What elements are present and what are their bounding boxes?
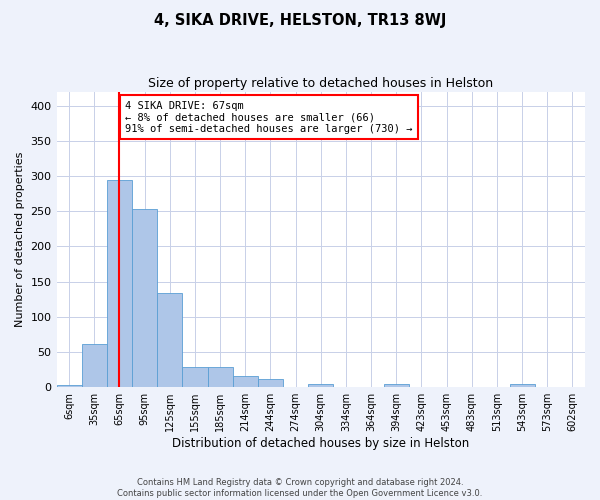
- Bar: [132, 209, 157, 387]
- Bar: [308, 384, 334, 387]
- Text: Contains HM Land Registry data © Crown copyright and database right 2024.
Contai: Contains HM Land Registry data © Crown c…: [118, 478, 482, 498]
- Bar: [258, 380, 283, 387]
- Bar: [107, 180, 132, 387]
- Bar: [233, 376, 258, 387]
- Bar: [509, 384, 535, 387]
- Bar: [383, 384, 409, 387]
- Bar: [182, 367, 208, 387]
- Text: 4 SIKA DRIVE: 67sqm
← 8% of detached houses are smaller (66)
91% of semi-detache: 4 SIKA DRIVE: 67sqm ← 8% of detached hou…: [125, 100, 413, 134]
- Bar: [157, 293, 182, 387]
- Bar: [56, 385, 82, 387]
- Title: Size of property relative to detached houses in Helston: Size of property relative to detached ho…: [148, 78, 493, 90]
- Bar: [208, 367, 233, 387]
- Text: 4, SIKA DRIVE, HELSTON, TR13 8WJ: 4, SIKA DRIVE, HELSTON, TR13 8WJ: [154, 12, 446, 28]
- Bar: [82, 344, 107, 387]
- Y-axis label: Number of detached properties: Number of detached properties: [15, 152, 25, 327]
- X-axis label: Distribution of detached houses by size in Helston: Distribution of detached houses by size …: [172, 437, 469, 450]
